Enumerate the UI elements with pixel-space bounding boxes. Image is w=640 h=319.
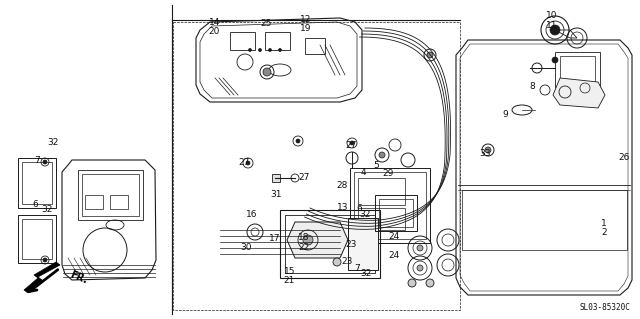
Bar (375, 195, 417, 231)
Text: 26: 26 (618, 153, 630, 162)
Circle shape (259, 48, 262, 51)
Bar (379, 199, 413, 227)
Circle shape (333, 258, 341, 266)
Text: 6: 6 (356, 204, 362, 213)
Bar (348, 218, 378, 270)
Circle shape (379, 152, 385, 158)
Bar (110, 195, 128, 209)
Circle shape (269, 48, 271, 51)
Bar (230, 32, 255, 50)
Circle shape (278, 48, 282, 51)
Text: 7: 7 (35, 156, 40, 165)
Circle shape (248, 48, 252, 51)
Bar (85, 195, 103, 209)
Bar (265, 32, 290, 50)
Text: 32: 32 (47, 138, 59, 147)
Circle shape (417, 265, 423, 271)
Bar (350, 168, 430, 243)
Bar (285, 215, 375, 273)
Bar (82, 174, 139, 216)
Text: 17: 17 (269, 234, 281, 243)
Bar (18, 158, 56, 208)
Bar (272, 174, 280, 182)
Bar (555, 52, 600, 87)
Text: 10
11: 10 11 (546, 11, 557, 30)
Text: 1
2: 1 2 (602, 219, 607, 237)
Bar (18, 215, 56, 263)
Polygon shape (553, 78, 605, 108)
Circle shape (427, 52, 433, 58)
Text: 27: 27 (345, 141, 356, 150)
Text: 27: 27 (298, 173, 310, 182)
Polygon shape (24, 262, 60, 293)
Polygon shape (287, 222, 348, 258)
Text: 33: 33 (479, 149, 491, 158)
Text: 7: 7 (355, 264, 360, 273)
Circle shape (552, 57, 558, 63)
Text: 23: 23 (346, 241, 357, 249)
Text: 18
22: 18 22 (298, 233, 310, 252)
Bar (560, 56, 595, 83)
Text: 13: 13 (337, 204, 348, 212)
Circle shape (43, 258, 47, 262)
Text: 32: 32 (360, 269, 372, 278)
Text: 16: 16 (246, 210, 258, 219)
Text: FR.: FR. (68, 270, 88, 286)
Text: 5: 5 (373, 161, 378, 170)
Circle shape (43, 160, 47, 164)
Circle shape (408, 279, 416, 287)
Text: 9: 9 (503, 110, 508, 119)
Circle shape (550, 25, 560, 35)
Text: 28: 28 (336, 181, 348, 189)
Circle shape (417, 245, 423, 251)
Text: SL03-85320C: SL03-85320C (579, 303, 630, 312)
Bar (305, 38, 325, 54)
Text: 29: 29 (382, 169, 394, 178)
Text: 31: 31 (271, 190, 282, 199)
Text: 14
20: 14 20 (209, 18, 220, 36)
Text: 32: 32 (360, 210, 371, 219)
Circle shape (263, 68, 271, 76)
Bar (22, 162, 52, 204)
Circle shape (296, 139, 300, 143)
Bar (462, 190, 627, 250)
Text: 8: 8 (530, 82, 535, 91)
Text: 25: 25 (260, 19, 271, 28)
Text: 4: 4 (361, 168, 366, 177)
Bar (280, 210, 380, 278)
Bar (22, 219, 52, 259)
Text: 6: 6 (33, 200, 38, 209)
Text: 15
21: 15 21 (284, 267, 295, 285)
Text: 30: 30 (240, 243, 252, 252)
Circle shape (246, 161, 250, 165)
Text: 23: 23 (342, 257, 353, 266)
Circle shape (350, 141, 354, 145)
Text: 27: 27 (239, 158, 250, 167)
Bar (354, 172, 426, 239)
Circle shape (303, 235, 313, 245)
Circle shape (426, 279, 434, 287)
Text: 24: 24 (388, 232, 399, 241)
Text: 24: 24 (388, 251, 399, 260)
Text: 32: 32 (42, 205, 53, 214)
Bar (78, 170, 143, 220)
Circle shape (485, 147, 491, 153)
Text: 12
19: 12 19 (300, 15, 312, 33)
